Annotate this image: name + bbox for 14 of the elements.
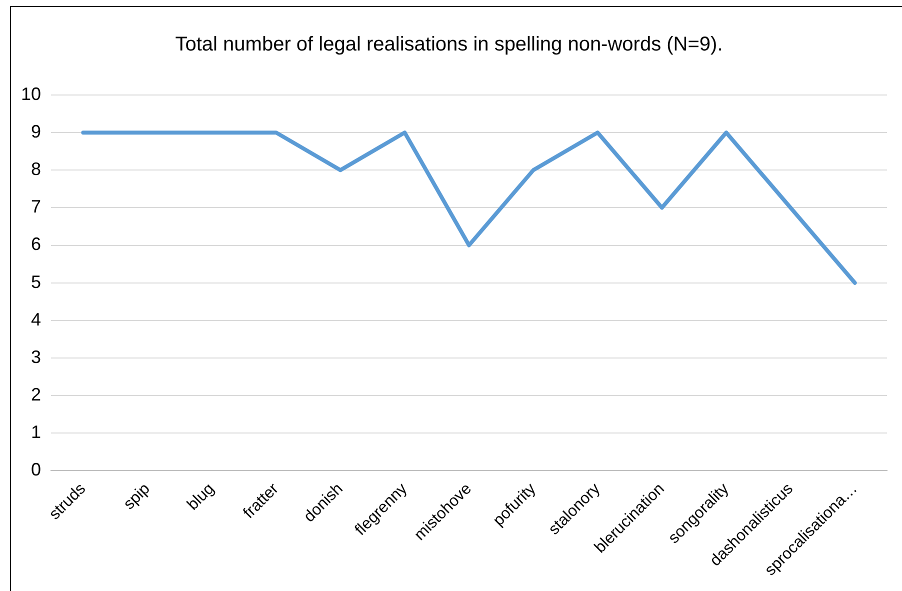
y-tick-label: 8 (31, 159, 42, 180)
x-tick-label: spip (120, 480, 154, 514)
chart-title: Total number of legal realisations in spelling non-words (N=9). (175, 34, 723, 56)
y-tick-label: 7 (31, 196, 42, 217)
y-tick-label: 9 (31, 122, 42, 142)
y-tick-label: 2 (31, 384, 42, 404)
y-tick-label: 4 (31, 309, 42, 330)
y-tick-label: 0 (31, 460, 42, 480)
y-tick-label: 1 (31, 422, 42, 442)
y-tick-label: 3 (31, 346, 42, 367)
y-tick-label: 10 (20, 84, 42, 104)
y-tick-label: 5 (31, 272, 42, 292)
y-tick-label: 6 (31, 234, 42, 254)
x-tick-label: blug (184, 480, 218, 514)
